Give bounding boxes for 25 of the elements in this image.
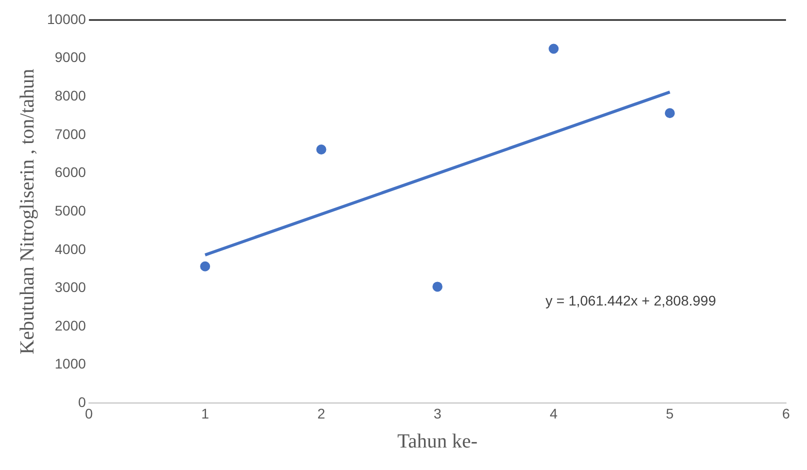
- y-tick-label: 7000: [54, 126, 86, 142]
- x-tick-label: 3: [434, 405, 442, 422]
- y-tick-label: 10000: [46, 10, 86, 27]
- point: [432, 282, 442, 292]
- x-tick-label: 6: [782, 405, 790, 422]
- y-tick-label: 2000: [54, 317, 86, 334]
- y-tick-label: 5000: [54, 202, 86, 218]
- x-tick-label: 4: [550, 405, 558, 422]
- x-tick-label: 1: [201, 405, 210, 422]
- point: [200, 261, 210, 272]
- y-tick-label: 6000: [54, 164, 86, 180]
- point: [316, 144, 326, 155]
- y-axis-title: Kebutuhan Nitrogliserin , ton/tahun: [16, 68, 38, 354]
- x-axis-title: Tahun ke-: [397, 430, 478, 452]
- y-tick-label: 0: [78, 394, 86, 410]
- x-tick-label: 2: [317, 405, 326, 422]
- point: [548, 44, 559, 54]
- y-tick-label: 3000: [54, 279, 86, 296]
- y-tick-label: 8000: [54, 88, 86, 104]
- x-tick-label: 5: [666, 405, 674, 422]
- y-tick-label: 1000: [54, 356, 86, 372]
- annotation: y = 1,061.442x + 2,808.999: [546, 292, 716, 309]
- y-tick-label: 9000: [54, 49, 86, 66]
- point: [664, 108, 675, 118]
- y-tick-label: 4000: [54, 240, 86, 257]
